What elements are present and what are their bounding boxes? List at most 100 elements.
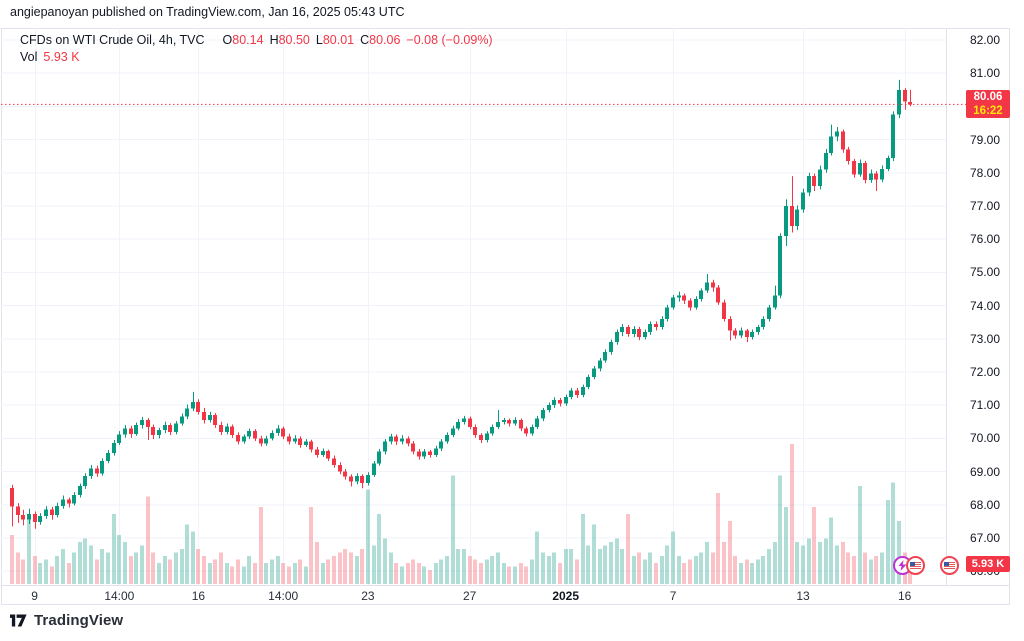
volume-bar: [185, 524, 189, 584]
volume-bar: [750, 563, 754, 584]
volume-bar: [293, 563, 297, 584]
candle-body: [456, 421, 460, 429]
candle-body: [196, 401, 200, 412]
candle-body: [530, 426, 534, 434]
volume-bar: [326, 559, 330, 584]
tradingview-logo-text: TradingView: [34, 612, 124, 629]
volume-bar: [383, 538, 387, 584]
candle-body: [750, 332, 754, 338]
volume-bar: [490, 556, 494, 584]
volume-bar: [615, 538, 619, 584]
volume-bar: [456, 549, 460, 584]
volume-bar: [140, 545, 144, 584]
candle-body: [908, 101, 912, 105]
volume-bar: [688, 559, 692, 584]
candle-body: [377, 451, 381, 464]
price-tick-label: 75.00: [970, 265, 1001, 280]
volume-bar: [874, 556, 878, 584]
candle-body: [801, 192, 805, 210]
candle-body: [479, 435, 483, 441]
time-tick-label: 27: [462, 589, 477, 603]
volume-bar: [575, 559, 579, 584]
candle-body: [298, 438, 302, 446]
price-tick-label: 82.00: [970, 33, 1001, 47]
volume-bar: [784, 507, 788, 584]
volume-bar: [366, 489, 370, 584]
candle-body: [219, 425, 223, 432]
us-economic-event-icon[interactable]: [906, 556, 925, 575]
candle-body: [230, 426, 234, 436]
time-scale[interactable]: 9 14:00 16 14:00 23 27 2025 7 13 16: [0, 585, 1010, 605]
candle-body: [863, 162, 867, 181]
volume-bar: [411, 559, 415, 584]
chart-legend[interactable]: CFDs on WTI Crude Oil, 4h, TVC O80.14 H80.…: [20, 32, 493, 66]
volume-bar: [338, 552, 342, 584]
candle-body: [151, 427, 155, 436]
price-chart[interactable]: [0, 28, 1010, 605]
bar-countdown: 16:22: [973, 104, 1003, 117]
volume-bar: [242, 566, 246, 584]
volume-bar: [507, 566, 511, 584]
volume-bar: [213, 559, 217, 584]
candle-body: [338, 464, 342, 472]
volume-axis-label[interactable]: 5.93 K: [966, 556, 1010, 572]
volume-bar: [112, 514, 116, 584]
candle-body: [660, 318, 664, 328]
time-tick-label: 7: [669, 589, 677, 603]
lightning-icon: [898, 560, 907, 571]
volume-bar: [654, 563, 658, 584]
ohlc-high-label: H: [269, 33, 279, 47]
us-economic-event-icon[interactable]: [940, 556, 959, 575]
candle-body: [519, 420, 523, 429]
ohlc-open-value: 80.14: [232, 33, 264, 47]
ohlc-low-value: 80.01: [322, 33, 355, 47]
candle-body: [699, 290, 703, 299]
price-tick-label: 77.00: [970, 199, 1001, 213]
candle-body: [439, 441, 443, 449]
candle-body: [33, 514, 37, 523]
price-tick-label: 69.00: [970, 464, 1001, 479]
volume-bar: [321, 563, 325, 584]
price-tick-label: 76.00: [970, 232, 1001, 247]
candle-body: [671, 297, 675, 308]
candle-body: [213, 415, 217, 426]
candle-body: [326, 451, 330, 459]
candle-body: [242, 436, 246, 442]
volume-bar: [236, 559, 240, 584]
volume-bar: [253, 563, 257, 584]
volume-bar: [332, 556, 336, 584]
attribution-text: angiepanoyan published on TradingView.co…: [10, 5, 405, 19]
volume-bar: [377, 514, 381, 584]
candle-body: [78, 486, 82, 495]
candle-body: [852, 161, 856, 175]
volume-bar: [767, 549, 771, 584]
volume-bar: [716, 493, 720, 584]
time-tick-label: 9: [31, 589, 38, 603]
candle-body: [100, 460, 104, 474]
candle-body: [648, 323, 652, 333]
tradingview-logo[interactable]: TradingView: [10, 612, 123, 629]
volume-bar: [841, 542, 845, 584]
volume-bar: [95, 559, 99, 584]
candle-body: [473, 426, 477, 436]
volume-bar: [151, 552, 155, 584]
volume-bar: [552, 552, 556, 584]
candle-body: [208, 415, 212, 421]
last-price-label[interactable]: 80.06 16:22: [966, 90, 1010, 118]
volume-bar: [343, 549, 347, 584]
volume-bar: [682, 563, 686, 584]
volume-bar: [835, 545, 839, 584]
candle-body: [592, 368, 596, 377]
candle-body: [123, 428, 127, 435]
candle-body: [117, 434, 121, 444]
candle-body: [253, 431, 257, 439]
volume-bar: [406, 563, 410, 584]
time-tick-label: 14:00: [104, 589, 135, 603]
candle-body: [16, 506, 20, 515]
volume-bar: [586, 545, 590, 584]
candle-body: [332, 458, 336, 465]
candle-body: [276, 428, 280, 434]
candle-body: [349, 476, 353, 482]
volume-bar: [230, 566, 234, 584]
volume-bar: [355, 556, 359, 584]
